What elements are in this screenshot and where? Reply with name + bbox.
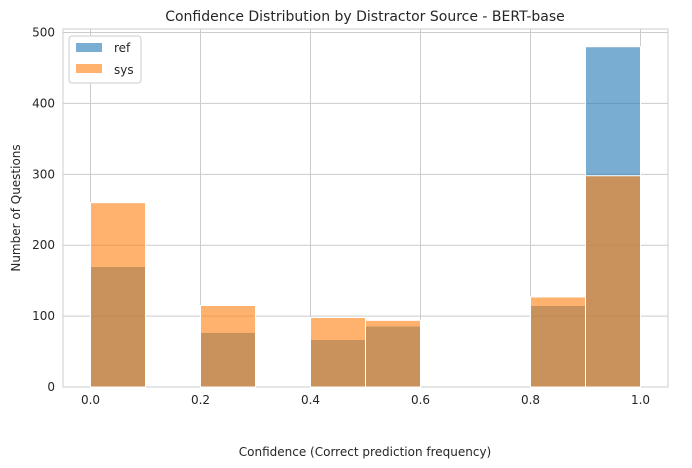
x-tick-label: 1.0 bbox=[631, 393, 650, 407]
x-tick-labels: 0.0 0.2 0.4 0.6 0.8 1.0 bbox=[81, 393, 650, 407]
x-tick-label: 0.2 bbox=[191, 393, 210, 407]
y-tick-label: 500 bbox=[32, 26, 55, 40]
x-tick-label: 0.6 bbox=[411, 393, 430, 407]
y-tick-label: 200 bbox=[32, 238, 55, 252]
legend-swatch-sys bbox=[76, 64, 102, 73]
y-tick-labels: 0 100 200 300 400 500 bbox=[32, 26, 55, 394]
x-tick-label: 0.0 bbox=[81, 393, 100, 407]
y-axis-label: Number of Questions bbox=[9, 144, 23, 271]
y-tick-label: 300 bbox=[32, 167, 55, 181]
bar-sys-1 bbox=[200, 304, 256, 388]
x-tick-label: 0.8 bbox=[521, 393, 540, 407]
y-tick-label: 0 bbox=[47, 380, 55, 394]
legend-label-ref: ref bbox=[114, 41, 131, 55]
legend-label-sys: sys bbox=[114, 63, 134, 77]
x-tick-label: 0.4 bbox=[301, 393, 320, 407]
bars bbox=[90, 46, 641, 388]
y-tick-label: 100 bbox=[32, 309, 55, 323]
bar-sys-5 bbox=[585, 175, 641, 388]
bar-sys-2 bbox=[310, 317, 366, 388]
y-tick-label: 400 bbox=[32, 96, 55, 110]
bar-sys-4 bbox=[530, 296, 586, 388]
chart-title: Confidence Distribution by Distractor So… bbox=[165, 9, 565, 25]
legend: ref sys bbox=[68, 35, 142, 84]
legend-swatch-ref bbox=[76, 43, 102, 52]
bar-sys-0 bbox=[90, 202, 146, 388]
bar-sys-3 bbox=[365, 319, 421, 388]
x-axis-label: Confidence (Correct prediction frequency… bbox=[239, 445, 491, 459]
